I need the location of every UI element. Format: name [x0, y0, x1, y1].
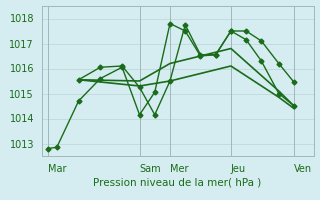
X-axis label: Pression niveau de la mer( hPa ): Pression niveau de la mer( hPa )	[93, 178, 262, 188]
